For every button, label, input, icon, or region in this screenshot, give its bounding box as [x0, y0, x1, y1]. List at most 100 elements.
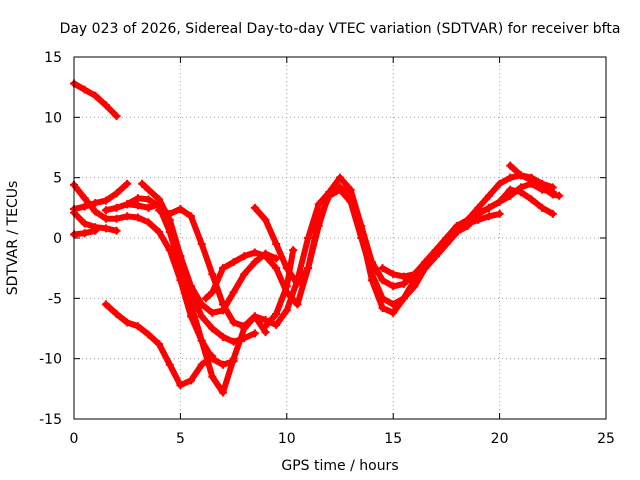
data-point: [250, 312, 259, 321]
data-point: [133, 201, 142, 210]
data-point: [282, 282, 291, 291]
data-point: [410, 282, 419, 291]
data-point: [218, 264, 227, 273]
data-point: [336, 185, 344, 194]
data-point: [101, 101, 110, 110]
data-point: [325, 188, 334, 197]
data-point: [240, 334, 249, 343]
data-traces: [70, 79, 564, 397]
data-point: [176, 381, 185, 390]
y-tick-label: 10: [44, 110, 62, 126]
data-point: [197, 360, 206, 369]
x-tick-label: 5: [176, 431, 185, 447]
y-axis-label: SDTVAR / TECUs: [5, 181, 21, 296]
data-point: [538, 203, 547, 212]
data-point: [431, 252, 440, 261]
data-point: [208, 270, 217, 279]
data-point: [112, 214, 121, 223]
chart-title: Day 023 of 2026, Sidereal Day-to-day VTE…: [60, 21, 621, 37]
data-point: [112, 203, 121, 212]
data-point: [399, 272, 408, 281]
data-point: [229, 354, 238, 363]
data-point: [506, 173, 515, 182]
data-point: [133, 322, 142, 331]
data-point: [250, 258, 259, 267]
data-point: [201, 294, 210, 303]
data-point: [484, 212, 493, 221]
data-point: [538, 183, 547, 192]
data-point: [80, 219, 89, 228]
data-point: [208, 352, 217, 361]
data-point: [176, 205, 185, 214]
data-point: [187, 212, 196, 221]
data-point: [389, 308, 398, 317]
data-point: [229, 318, 238, 327]
data-point: [123, 200, 132, 209]
data-point: [336, 173, 344, 182]
series-arc-14: [378, 209, 504, 281]
data-point: [229, 258, 238, 267]
data-point: [474, 203, 483, 212]
data-point: [453, 227, 462, 236]
data-point: [367, 258, 376, 267]
series-arc-15: [484, 185, 557, 218]
data-point: [197, 312, 206, 321]
data-point: [101, 300, 110, 309]
data-point: [218, 360, 227, 369]
series-line: [124, 195, 269, 396]
data-point: [442, 240, 451, 249]
data-point: [133, 213, 142, 222]
data-point: [272, 254, 281, 263]
y-tick-labels: -15 -10 -5 0 5 10 15: [39, 50, 62, 428]
data-point: [293, 300, 302, 309]
data-point: [474, 215, 483, 224]
data-point: [378, 264, 387, 273]
data-point: [155, 206, 164, 215]
data-point: [208, 372, 217, 381]
data-point: [527, 195, 536, 204]
data-point: [123, 318, 132, 327]
data-point: [346, 185, 355, 194]
data-point: [555, 191, 564, 200]
x-axis-label: GPS time / hours: [281, 458, 398, 474]
data-point: [91, 91, 100, 100]
y-tick-label: -5: [48, 291, 62, 307]
data-point: [548, 209, 557, 218]
data-point: [516, 188, 525, 197]
data-point: [208, 324, 217, 333]
data-point: [144, 203, 153, 212]
data-point: [250, 203, 259, 212]
series-arc-1: [70, 79, 121, 121]
data-point: [155, 195, 164, 204]
data-point: [155, 340, 164, 349]
data-point: [197, 240, 206, 249]
data-point: [357, 221, 366, 230]
series-line: [71, 80, 120, 120]
data-point: [399, 279, 408, 288]
data-point: [527, 176, 536, 185]
data-point: [495, 209, 504, 218]
data-point: [218, 332, 227, 341]
data-point: [272, 320, 281, 329]
y-tick-label: -15: [39, 412, 62, 428]
data-point: [80, 85, 89, 94]
data-point: [91, 226, 100, 235]
data-point: [495, 197, 504, 206]
data-point: [176, 252, 185, 261]
data-point: [101, 206, 110, 215]
data-point: [229, 337, 238, 346]
data-point: [187, 288, 196, 297]
data-point: [506, 161, 515, 170]
data-point: [410, 270, 419, 279]
data-point: [144, 218, 153, 227]
data-point: [101, 214, 110, 223]
data-point: [516, 171, 525, 180]
series-arc-13: [261, 246, 298, 331]
data-point: [218, 388, 227, 397]
data-point: [144, 185, 153, 194]
data-point: [421, 260, 430, 269]
series-arc-9: [101, 300, 217, 390]
data-point: [165, 209, 174, 218]
data-point: [378, 294, 387, 303]
x-tick-labels: 0 5 10 15 20 25: [70, 431, 615, 447]
